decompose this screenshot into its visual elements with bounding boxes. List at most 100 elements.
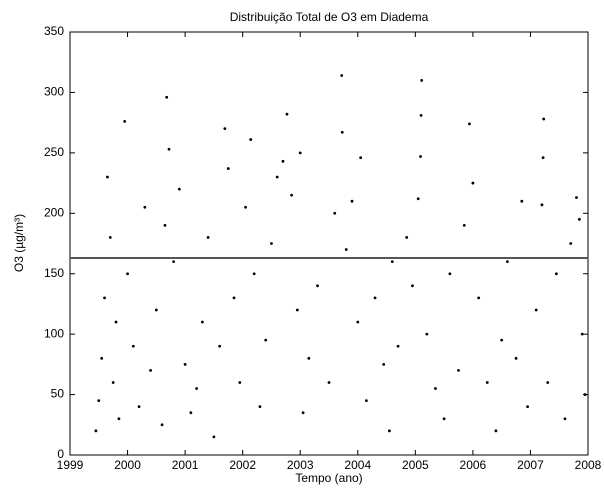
point xyxy=(569,242,573,245)
point xyxy=(285,112,289,116)
point xyxy=(103,296,106,300)
point xyxy=(500,338,504,342)
y-tick-label: 200 xyxy=(44,205,64,219)
point xyxy=(514,356,518,360)
point xyxy=(290,193,293,197)
point xyxy=(340,130,344,134)
point xyxy=(382,362,386,366)
x-tick-label: 1999 xyxy=(57,458,84,472)
point xyxy=(356,320,360,324)
point xyxy=(365,399,368,403)
point xyxy=(223,127,227,131)
point xyxy=(189,411,193,415)
point xyxy=(494,429,498,433)
point xyxy=(462,223,466,227)
point xyxy=(477,296,481,300)
point xyxy=(137,405,141,409)
point xyxy=(212,435,216,439)
point xyxy=(106,175,109,179)
point xyxy=(114,320,118,324)
x-tick-label: 2000 xyxy=(114,458,141,472)
point xyxy=(163,223,167,227)
y-tick-label: 100 xyxy=(44,326,64,340)
point xyxy=(126,272,129,276)
point xyxy=(167,147,171,151)
x-tick-label: 2005 xyxy=(402,458,429,472)
point xyxy=(301,411,305,415)
point xyxy=(434,387,437,390)
point xyxy=(307,356,311,360)
point xyxy=(226,167,230,170)
point xyxy=(546,381,550,384)
point xyxy=(100,356,104,360)
point xyxy=(580,332,584,336)
point xyxy=(218,344,222,348)
point xyxy=(160,423,164,427)
point xyxy=(563,417,567,421)
x-tick-label: 2001 xyxy=(172,458,199,472)
x-tick-label: 2003 xyxy=(287,458,314,472)
point xyxy=(396,344,400,348)
point xyxy=(541,156,545,160)
point xyxy=(344,248,348,251)
x-tick-label: 2007 xyxy=(517,458,544,472)
point xyxy=(295,308,299,312)
point xyxy=(264,338,268,342)
y-tick-label: 0 xyxy=(57,447,64,461)
point xyxy=(172,260,176,264)
point xyxy=(131,344,135,348)
point xyxy=(526,405,529,409)
point xyxy=(506,260,509,264)
point xyxy=(154,308,158,312)
x-tick-label: 2004 xyxy=(344,458,371,472)
point xyxy=(405,236,409,239)
x-axis-label: Tempo (ano) xyxy=(295,471,362,485)
point xyxy=(123,120,127,123)
point xyxy=(333,211,337,215)
point xyxy=(520,199,524,203)
point xyxy=(149,369,152,372)
point xyxy=(420,78,424,82)
point xyxy=(411,284,414,288)
y-tick-label: 250 xyxy=(44,145,64,159)
point xyxy=(419,113,423,117)
chart-title: Distribuição Total de O3 em Diadema xyxy=(230,10,429,24)
point xyxy=(419,155,422,158)
y-tick-label: 350 xyxy=(44,24,64,38)
point xyxy=(471,181,475,185)
point xyxy=(298,151,302,155)
point xyxy=(117,417,121,421)
y-tick-label: 150 xyxy=(44,266,64,280)
point xyxy=(281,159,285,163)
y-tick-label: 300 xyxy=(44,85,64,99)
point xyxy=(275,175,279,179)
point xyxy=(468,122,471,126)
y-axis-label: O3 (µg/m³) xyxy=(12,214,26,272)
point xyxy=(94,429,98,433)
point xyxy=(373,296,377,300)
x-tick-label: 2006 xyxy=(460,458,487,472)
point xyxy=(448,272,452,276)
point xyxy=(327,381,331,384)
point xyxy=(540,203,544,207)
x-tick-label: 2002 xyxy=(229,458,256,472)
point xyxy=(542,117,546,121)
point xyxy=(316,284,319,288)
point xyxy=(534,308,538,312)
y-tick-label: 50 xyxy=(51,387,65,401)
point xyxy=(577,217,581,221)
point xyxy=(238,381,242,384)
point xyxy=(554,272,558,276)
point xyxy=(270,242,273,245)
point xyxy=(244,205,247,209)
point xyxy=(583,393,587,396)
x-tick-label: 2008 xyxy=(575,458,602,472)
point xyxy=(359,156,363,160)
point xyxy=(575,196,578,199)
point xyxy=(97,399,101,403)
point xyxy=(425,332,429,336)
point xyxy=(195,387,199,390)
point xyxy=(108,236,112,239)
point xyxy=(183,362,187,366)
